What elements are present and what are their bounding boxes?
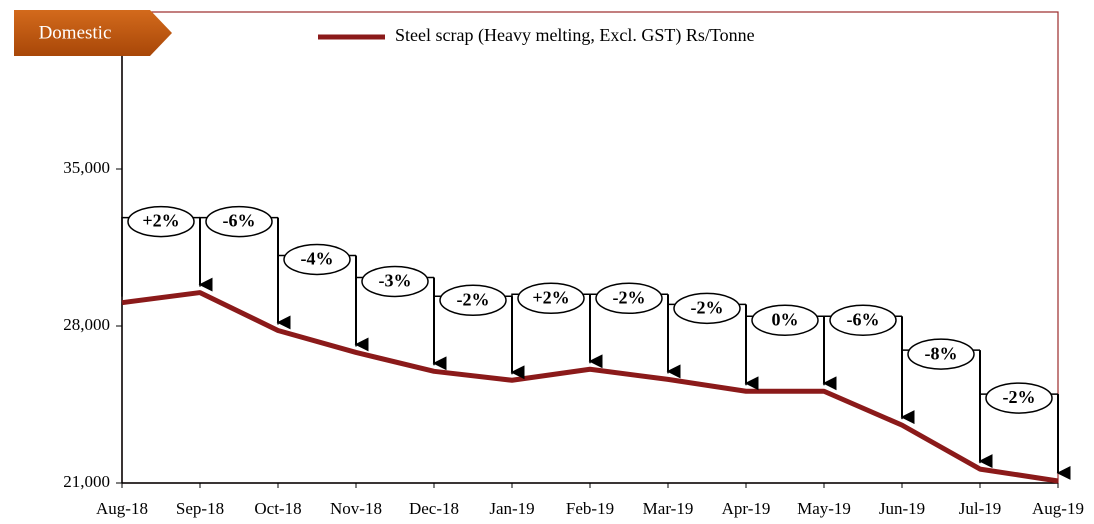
annotation: -3% bbox=[379, 271, 412, 291]
annotation: -2% bbox=[691, 298, 724, 318]
annotation: -8% bbox=[925, 343, 958, 363]
x-tick-label: Feb-19 bbox=[566, 499, 614, 518]
x-tick-label: Oct-18 bbox=[254, 499, 301, 518]
annotation-pill bbox=[907, 338, 975, 370]
annotation: -2% bbox=[1003, 387, 1036, 407]
x-tick-label: Aug-18 bbox=[96, 499, 148, 518]
y-tick-label: 35,000 bbox=[63, 158, 110, 177]
plot-frame bbox=[121, 11, 1059, 484]
annotation-pill bbox=[751, 304, 819, 337]
annotation: -6% bbox=[847, 309, 880, 329]
x-tick-label: Mar-19 bbox=[643, 499, 694, 518]
annotation-pill bbox=[673, 292, 741, 325]
x-tick-label: Jun-19 bbox=[879, 499, 925, 518]
annotation-pill bbox=[361, 265, 429, 298]
x-tick-label: May-19 bbox=[797, 499, 851, 518]
annotation: -4% bbox=[301, 249, 334, 269]
annotation: -2% bbox=[457, 289, 490, 309]
annotation: 0% bbox=[772, 309, 799, 329]
annotation: -2% bbox=[613, 287, 646, 307]
y-tick-label: 28,000 bbox=[63, 315, 110, 334]
annotation-pill bbox=[829, 304, 897, 337]
annotation-pill bbox=[439, 284, 507, 317]
annotation-pill bbox=[205, 205, 273, 238]
annotation-pill bbox=[127, 205, 195, 238]
x-tick-label: Jan-19 bbox=[489, 499, 534, 518]
annotation-pill bbox=[985, 382, 1053, 414]
annotation: -6% bbox=[223, 211, 256, 231]
legend-label: Steel scrap (Heavy melting, Excl. GST) R… bbox=[395, 25, 755, 46]
x-tick-label: Sep-18 bbox=[176, 499, 224, 518]
x-tick-label: Dec-18 bbox=[409, 499, 459, 518]
x-tick-label: Apr-19 bbox=[722, 499, 771, 518]
x-tick-label: Nov-18 bbox=[330, 499, 382, 518]
series-line bbox=[121, 290, 1059, 484]
annotation-pill bbox=[595, 282, 663, 315]
annotation: +2% bbox=[532, 287, 569, 307]
annotation-pill bbox=[517, 282, 585, 315]
y-tick-label: 21,000 bbox=[63, 472, 110, 491]
x-tick-label: Aug-19 bbox=[1032, 499, 1084, 518]
tag-shape bbox=[14, 10, 172, 56]
tag: Domestic bbox=[39, 22, 112, 43]
x-tick-label: Jul-19 bbox=[959, 499, 1002, 518]
annotation: +2% bbox=[142, 211, 179, 231]
annotation-pill bbox=[283, 243, 351, 276]
